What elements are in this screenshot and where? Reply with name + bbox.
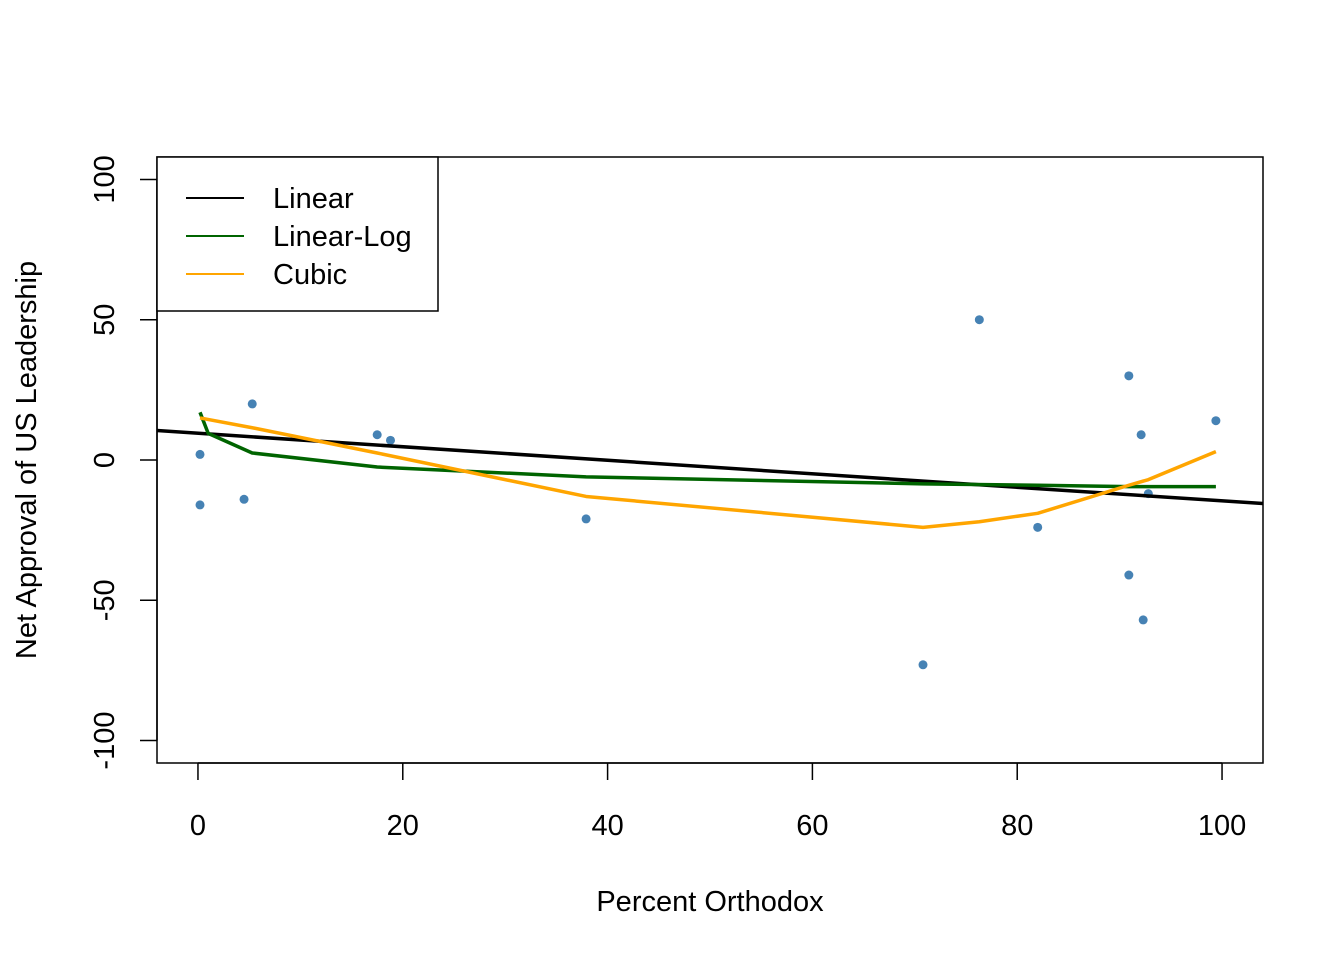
data-point: [1033, 522, 1043, 532]
x-axis: 0 20 40 60 80 100: [190, 762, 1246, 842]
data-point: [195, 449, 205, 459]
data-point: [581, 514, 591, 524]
data-point: [372, 430, 382, 440]
data-point: [1211, 416, 1221, 426]
series-line-linear: [157, 428, 1263, 506]
y-tick-label: -50: [89, 579, 121, 621]
y-tick-label: 0: [89, 452, 121, 468]
data-point: [1124, 371, 1134, 381]
legend: Linear Linear-Log Cubic: [156, 156, 439, 312]
data-point: [1124, 570, 1134, 580]
x-tick-label: 60: [796, 810, 828, 842]
legend-box: [156, 156, 439, 312]
data-point: [195, 500, 205, 510]
series-line-linear-log: [198, 411, 1216, 489]
y-tick-label: 100: [89, 155, 121, 203]
y-axis: -100 -50 0 50 100: [89, 155, 158, 770]
legend-label: Linear: [273, 183, 354, 215]
legend-label: Cubic: [273, 259, 347, 291]
legend-label: Linear-Log: [273, 221, 412, 253]
data-point: [385, 435, 395, 445]
data-point: [1136, 430, 1146, 440]
y-axis-title: Net Approval of US Leadership: [11, 261, 43, 659]
series-line-cubic: [199, 416, 1217, 530]
data-point: [239, 494, 249, 504]
x-tick-label: 0: [190, 810, 206, 842]
x-tick-label: 40: [591, 810, 623, 842]
data-point: [247, 399, 257, 409]
x-axis-title: Percent Orthodox: [596, 886, 824, 918]
x-tick-label: 80: [1001, 810, 1033, 842]
data-point: [1138, 615, 1148, 625]
y-tick-label: -100: [89, 712, 121, 770]
y-tick-label: 50: [89, 304, 121, 336]
data-point: [918, 660, 928, 670]
x-tick-label: 100: [1198, 810, 1246, 842]
data-point: [974, 315, 984, 325]
x-tick-label: 20: [387, 810, 419, 842]
